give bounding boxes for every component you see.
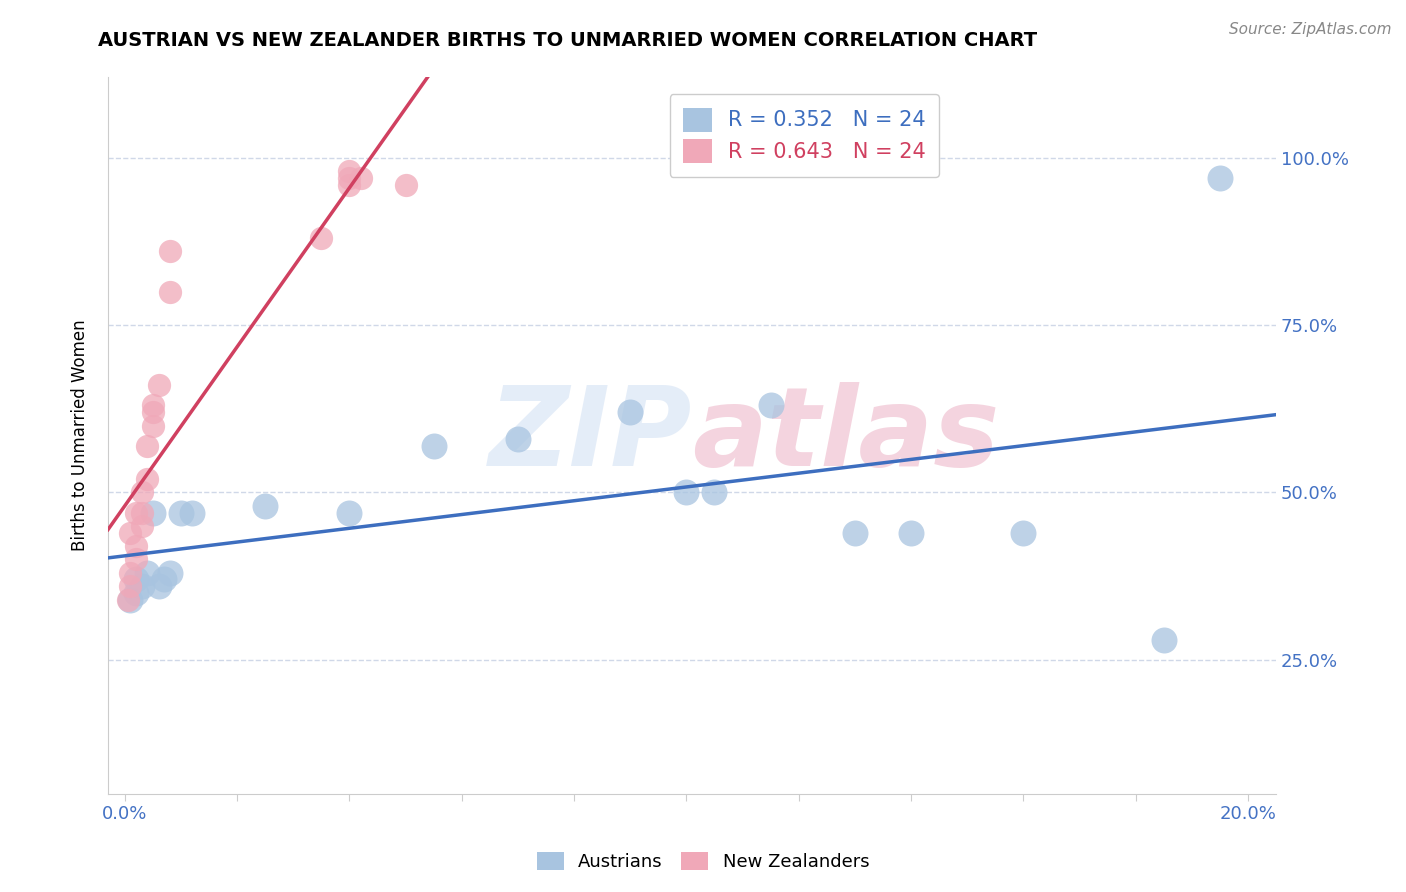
Point — [131, 579, 153, 593]
Point — [1012, 525, 1035, 540]
Point — [422, 439, 444, 453]
Point — [339, 178, 361, 192]
Point — [339, 506, 361, 520]
Point — [759, 399, 782, 413]
Text: AUSTRIAN VS NEW ZEALANDER BIRTHS TO UNMARRIED WOMEN CORRELATION CHART: AUSTRIAN VS NEW ZEALANDER BIRTHS TO UNMA… — [98, 31, 1038, 50]
Point — [181, 506, 204, 520]
Point — [117, 592, 139, 607]
Point — [900, 525, 922, 540]
Point — [120, 566, 142, 580]
Point — [311, 231, 333, 245]
Point — [125, 552, 148, 566]
Point — [844, 525, 866, 540]
Point — [1153, 632, 1175, 647]
Point — [1209, 170, 1232, 185]
Point — [394, 178, 416, 192]
Point — [120, 525, 142, 540]
Point — [131, 519, 153, 533]
Point — [125, 573, 148, 587]
Text: Source: ZipAtlas.com: Source: ZipAtlas.com — [1229, 22, 1392, 37]
Legend: Austrians, New Zealanders: Austrians, New Zealanders — [530, 845, 876, 879]
Point — [125, 506, 148, 520]
Point — [339, 164, 361, 178]
Point — [120, 592, 142, 607]
Point — [125, 539, 148, 553]
Text: atlas: atlas — [692, 382, 1000, 489]
Point — [148, 378, 170, 392]
Point — [142, 405, 165, 419]
Point — [506, 432, 529, 446]
Point — [136, 472, 159, 486]
Point — [142, 399, 165, 413]
Point — [148, 579, 170, 593]
Text: ZIP: ZIP — [488, 382, 692, 489]
Point — [120, 579, 142, 593]
Point — [159, 285, 181, 299]
Point — [254, 499, 277, 513]
Point — [675, 485, 697, 500]
Point — [125, 586, 148, 600]
Legend: R = 0.352   N = 24, R = 0.643   N = 24: R = 0.352 N = 24, R = 0.643 N = 24 — [669, 95, 939, 177]
Point — [142, 506, 165, 520]
Point — [703, 485, 725, 500]
Point — [142, 418, 165, 433]
Point — [136, 566, 159, 580]
Point — [159, 566, 181, 580]
Point — [170, 506, 193, 520]
Point — [131, 506, 153, 520]
Y-axis label: Births to Unmarried Women: Births to Unmarried Women — [72, 319, 89, 551]
Point — [131, 485, 153, 500]
Point — [350, 170, 373, 185]
Point — [339, 170, 361, 185]
Point — [136, 439, 159, 453]
Point — [619, 405, 641, 419]
Point — [153, 573, 176, 587]
Point — [159, 244, 181, 259]
